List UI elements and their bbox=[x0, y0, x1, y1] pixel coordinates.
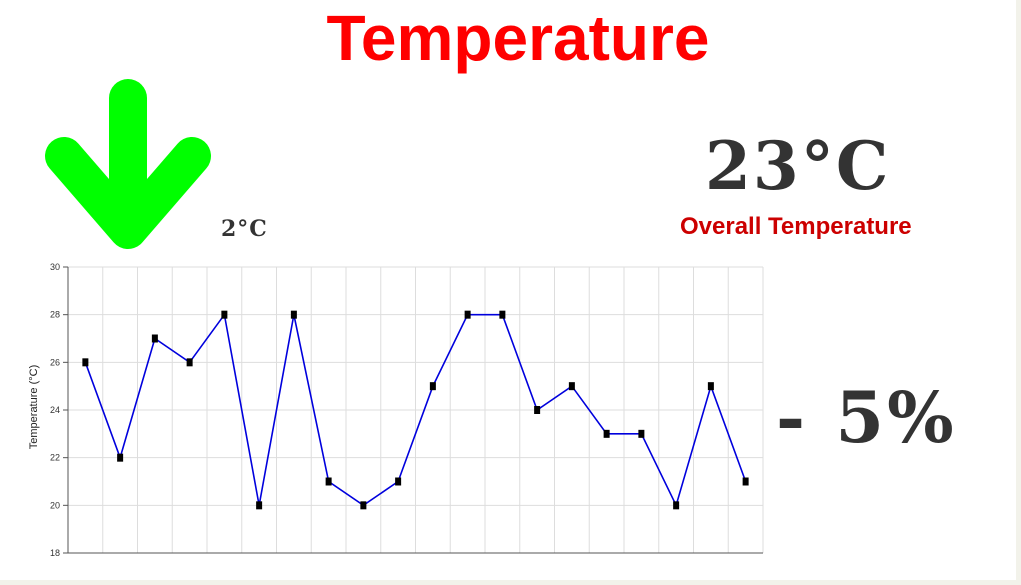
overall-temperature-label: Overall Temperature bbox=[680, 213, 912, 240]
data-point bbox=[395, 477, 402, 486]
data-point bbox=[534, 406, 541, 414]
data-point bbox=[151, 334, 158, 343]
y-tick-label: 24 bbox=[50, 405, 60, 415]
chart-grid bbox=[67, 266, 764, 554]
page-title: Temperature bbox=[326, 2, 710, 74]
y-tick-label: 22 bbox=[50, 453, 60, 463]
data-point bbox=[603, 429, 610, 438]
data-point bbox=[117, 453, 124, 462]
data-point bbox=[82, 358, 89, 367]
y-tick-label: 30 bbox=[50, 262, 60, 272]
data-point bbox=[742, 477, 749, 486]
data-point bbox=[256, 501, 263, 510]
percent-change-value: - 5% bbox=[776, 376, 957, 459]
y-tick-label: 28 bbox=[50, 310, 60, 320]
y-tick-label: 18 bbox=[50, 548, 60, 558]
data-point bbox=[707, 382, 714, 391]
overall-temperature-value: 23°C bbox=[705, 127, 891, 205]
data-point bbox=[360, 501, 367, 510]
y-tick-label: 26 bbox=[50, 357, 60, 367]
arrow-down-icon bbox=[45, 79, 211, 249]
y-axis-label: Temperature (°C) bbox=[28, 365, 40, 449]
y-tick-labels: 18 20 22 24 26 28 30 bbox=[50, 262, 68, 558]
data-point bbox=[325, 477, 332, 486]
series-markers bbox=[82, 310, 749, 510]
data-point bbox=[568, 382, 575, 391]
data-point bbox=[221, 310, 228, 319]
data-point bbox=[673, 501, 680, 510]
data-point bbox=[638, 429, 645, 438]
data-point bbox=[429, 382, 436, 391]
data-point bbox=[186, 358, 193, 367]
series-line bbox=[84, 312, 747, 508]
temperature-line-chart: 18 20 22 24 26 28 30 Temperature (°C) bbox=[28, 262, 764, 558]
temperature-change-value: 2°C bbox=[221, 216, 268, 242]
data-point bbox=[464, 310, 471, 319]
y-tick-label: 20 bbox=[50, 500, 60, 510]
data-point bbox=[499, 310, 506, 319]
data-point bbox=[290, 310, 297, 319]
